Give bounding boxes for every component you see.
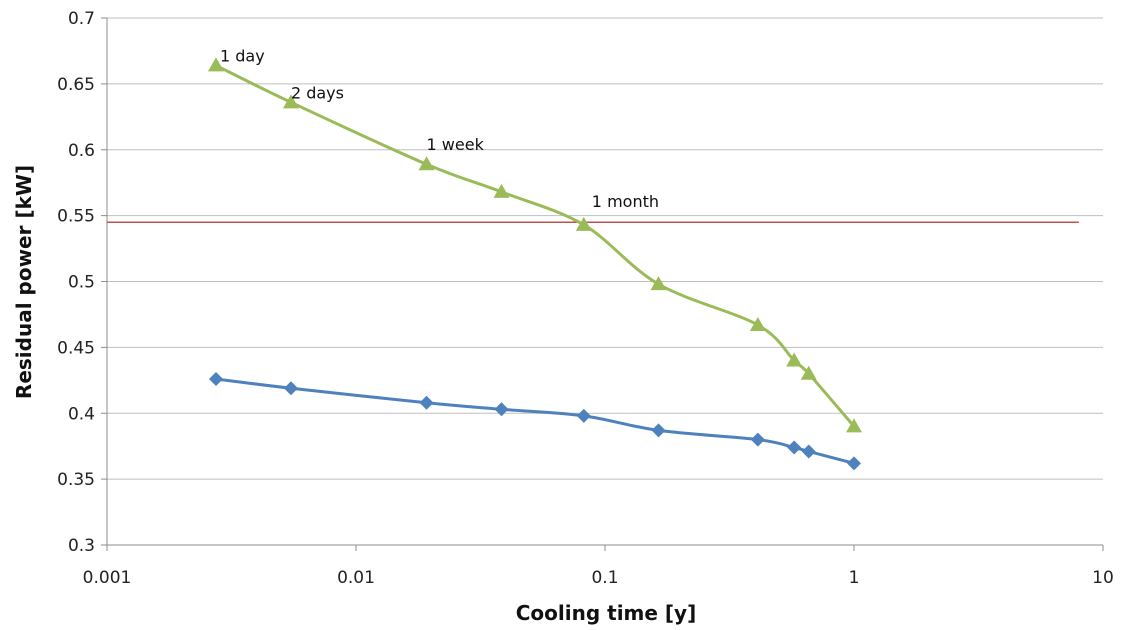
y-tick-label: 0.45: [57, 338, 95, 358]
y-tick-label: 0.6: [68, 141, 95, 161]
x-tick-label: 0.001: [83, 568, 132, 588]
annotation-label: 1 week: [427, 135, 485, 154]
triangle-marker: [418, 156, 435, 171]
y-tick-label: 0.3: [68, 536, 95, 556]
gridlines: [107, 17, 1103, 480]
y-tick-label: 0.5: [68, 273, 95, 293]
diamond-marker: [801, 444, 816, 459]
x-tick-label: 0.01: [337, 568, 375, 588]
y-tick-label: 0.7: [68, 9, 95, 29]
triangle-marker: [650, 276, 667, 291]
y-axis-label: Residual power [kW]: [12, 165, 36, 399]
diamond-marker: [787, 440, 802, 455]
diamond-marker: [283, 381, 298, 396]
x-axis-label: Cooling time [y]: [516, 601, 697, 625]
triangle-marker: [493, 183, 510, 198]
annotations: 1 day 2 days 1 week 1 month: [220, 46, 659, 210]
axes: [101, 17, 1104, 551]
green-series-line: [215, 64, 856, 428]
series-group: [207, 57, 862, 471]
annotation-label: 1 month: [592, 192, 659, 211]
triangle-marker: [282, 94, 299, 109]
diamond-marker: [494, 402, 509, 417]
diamond-marker: [576, 408, 591, 423]
x-tick-label: 10: [1092, 568, 1114, 588]
triangle-marker: [207, 57, 224, 72]
triangle-marker: [846, 418, 862, 433]
triangle-marker: [749, 316, 766, 331]
blue-series-line: [215, 377, 855, 465]
y-tick-label: 0.4: [68, 404, 95, 424]
annotation-label: 1 day: [220, 46, 265, 65]
diamond-marker: [750, 432, 765, 447]
diamond-marker: [419, 395, 434, 410]
diamond-marker: [208, 371, 223, 386]
triangle-marker: [800, 365, 817, 380]
triangle-marker: [575, 216, 592, 231]
y-tick-label: 0.55: [57, 207, 95, 227]
triangle-marker: [786, 352, 803, 367]
x-tick-label: 1: [849, 568, 860, 588]
x-tick-label: 0.1: [591, 568, 618, 588]
diamond-marker: [651, 423, 666, 438]
diamond-marker: [847, 456, 861, 471]
y-tick-label: 0.35: [57, 470, 95, 490]
y-tick-label: 0.65: [57, 75, 95, 95]
tick-labels: 0.3 0.35 0.4 0.45 0.5 0.55 0.6 0.65 0.7 0.001 0.01…: [57, 9, 1114, 588]
annotation-label: 2 days: [291, 83, 344, 102]
